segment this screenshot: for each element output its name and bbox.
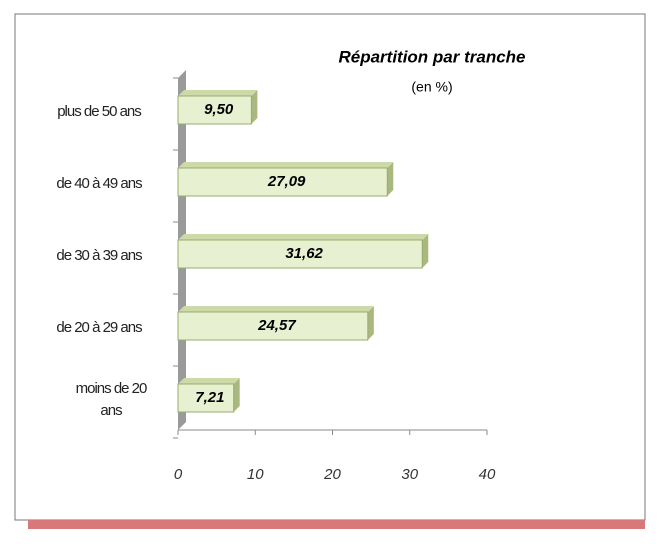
- footer-bar: [28, 520, 645, 529]
- y-tick-label: plus de 50 ans: [57, 103, 142, 120]
- x-tick-label: 20: [323, 466, 341, 483]
- bar-depth: [422, 234, 429, 268]
- bar: [177, 239, 423, 269]
- y-tick-label: moins de 20 ans: [75, 380, 148, 419]
- chart-subtitle: (en %): [411, 79, 452, 95]
- bar-depth: [233, 378, 240, 412]
- y-tick-label: de 30 à 39 ans: [56, 247, 142, 264]
- x-tick-label: 10: [247, 466, 264, 483]
- value-label: 31,62: [285, 245, 323, 262]
- bar-top: [178, 378, 240, 384]
- bar-top: [178, 234, 429, 240]
- bar-top: [178, 90, 258, 96]
- bar: [177, 95, 252, 125]
- bar-top: [178, 306, 374, 312]
- bar-top: [178, 162, 394, 168]
- value-label: 24,57: [257, 317, 296, 334]
- bar-depth: [251, 90, 258, 124]
- bar: [177, 383, 235, 413]
- chart-title: Répartition par tranche: [338, 47, 525, 66]
- value-label: 27,09: [267, 173, 306, 190]
- x-tick-label: 30: [401, 466, 418, 483]
- x-tick-label: 0: [174, 466, 183, 483]
- y-tick-label: de 40 à 49 ans: [56, 175, 142, 192]
- bar: [177, 167, 388, 197]
- bar-depth: [387, 162, 394, 196]
- value-label: 7,21: [195, 389, 224, 406]
- x-tick-label: 40: [479, 466, 496, 483]
- bar-depth: [367, 306, 374, 340]
- bar: [177, 311, 369, 341]
- value-label: 9,50: [204, 101, 234, 118]
- y-tick-label: de 20 à 29 ans: [56, 319, 142, 336]
